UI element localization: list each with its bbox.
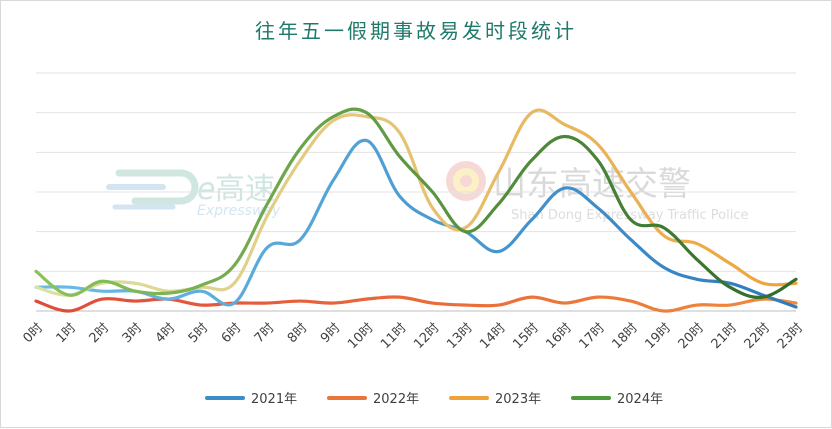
series-line-2021年 [34,138,798,309]
x-tick-label: 13时 [444,321,475,352]
series-line-2024年 [34,107,798,299]
series-lines [34,107,798,313]
x-tick-label: 22时 [742,321,773,352]
x-tick-label: 5时 [186,321,212,347]
x-tick-label: 0时 [21,321,47,347]
series-line-2023年 [34,108,798,297]
x-tick-label: 14时 [477,321,508,352]
x-tick-label: 18时 [609,321,640,352]
x-tick-label: 15时 [510,321,541,352]
x-tick-label: 20时 [676,321,707,352]
series-line-2022年 [34,295,798,313]
x-tick-label: 8时 [285,321,311,347]
x-tick-label: 19时 [643,321,674,352]
legend-label: 2022年 [373,392,419,407]
police-emblem-icon [446,161,486,201]
legend-label: 2021年 [251,392,297,407]
x-tick-label: 16时 [543,321,574,352]
x-tick-label: 3时 [120,321,146,347]
x-tick-label: 23时 [775,321,806,352]
watermark-right-main: 山东高速交警 [493,164,691,203]
x-tick-label: 6时 [219,321,245,347]
x-tick-label: 21时 [709,321,740,352]
legend: 2021年 2022年 2023年 2024年 [205,392,663,407]
x-tick-label: 4时 [153,321,179,347]
chart-title: 往年五一假期事故易发时段统计 [255,19,577,43]
x-tick-label: 17时 [576,321,607,352]
x-tick-label: 1时 [54,321,80,347]
x-tick-label: 7时 [252,321,278,347]
expressway-logo-icon [106,169,199,210]
x-tick-label: 2时 [87,321,113,347]
watermark-right-sub: Shan Dong Expressway Traffic Police [511,208,749,223]
x-tick-label: 9时 [318,321,344,347]
svg-text:e: e [197,172,215,207]
x-tick-label: 12时 [411,321,442,352]
x-tick-label: 10时 [345,321,376,352]
x-axis: 0时 1时 2时 3时 4时 5时 6时 7时 8时 9时 10时 11时 12时 13时 14时 15时 16… [21,321,807,352]
legend-label: 2023年 [495,392,541,407]
legend-label: 2024年 [617,392,663,407]
watermark-left: e 高速 Expressway [106,169,281,219]
watermark-left-main: 高速 [215,172,275,207]
watermark-right: 山东高速交警 Shan Dong Expressway Traffic Poli… [446,161,749,223]
x-tick-label: 11时 [378,321,409,352]
